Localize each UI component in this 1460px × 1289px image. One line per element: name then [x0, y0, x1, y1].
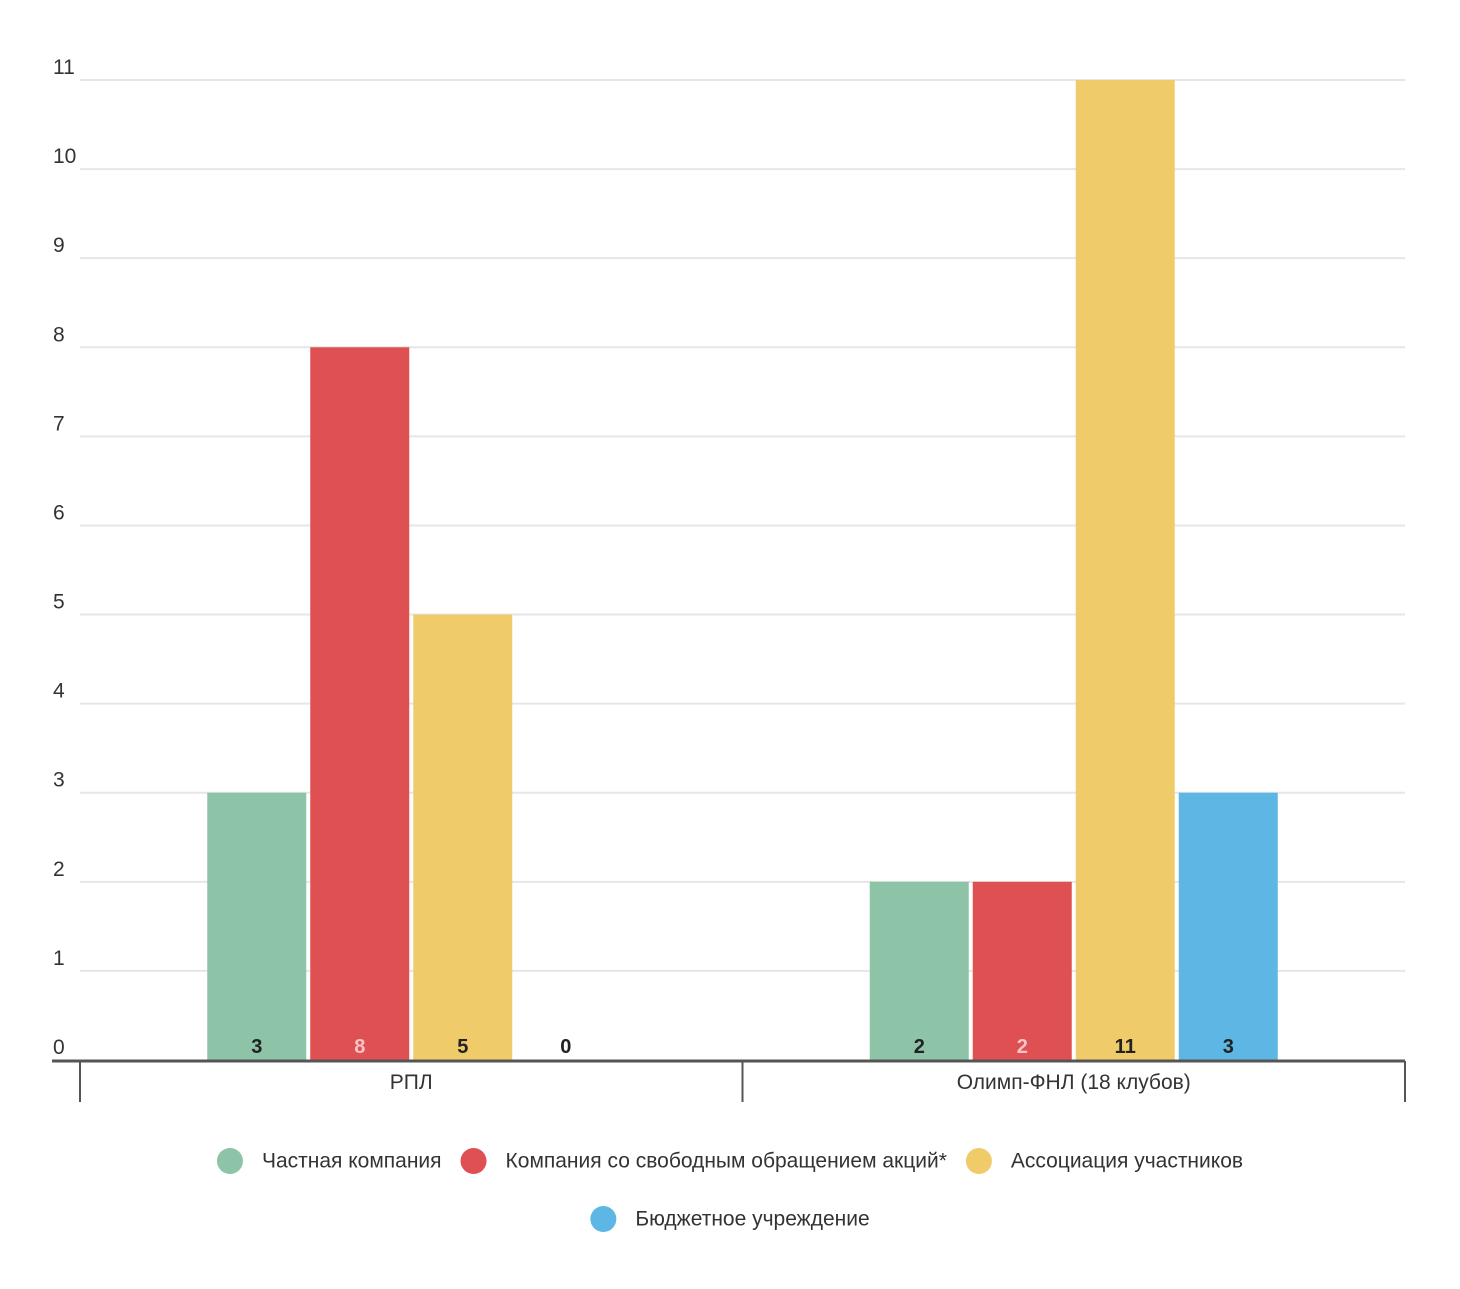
legend-swatch [216, 1148, 243, 1174]
bar [310, 347, 410, 1061]
bar [207, 792, 307, 1060]
legend-label: Частная компания [262, 1150, 442, 1173]
x-axis: РПЛ Олимп-ФНЛ (18 клубов) [52, 1059, 1406, 1102]
x-category-label: РПЛ [390, 1071, 433, 1094]
bar [413, 614, 513, 1060]
legend-item: Бюджетное учреждение [590, 1206, 870, 1232]
y-tick-label: 0 [53, 1036, 65, 1059]
y-tick-label: 1 [53, 947, 65, 970]
bar [1075, 80, 1175, 1060]
y-tick-label: 8 [53, 323, 65, 346]
legend-label: Ассоциация участников [1011, 1150, 1243, 1173]
bars [207, 80, 1278, 1061]
y-tick-label: 9 [53, 234, 65, 257]
data-label: 11 [1115, 1036, 1136, 1058]
legend-item: Ассоциация участников [965, 1148, 1243, 1174]
legend-swatch [590, 1206, 617, 1232]
legend-item: Компания со свободным обращением акций* [460, 1148, 947, 1174]
bar [869, 881, 969, 1060]
data-labels: 3 8 5 0 2 2 11 3 [251, 1036, 1234, 1058]
y-tick-label: 4 [53, 680, 65, 703]
data-label: 3 [1223, 1036, 1234, 1058]
y-tick-label: 7 [53, 412, 65, 435]
y-tick-label: 5 [53, 591, 65, 614]
x-category-label: Олимп-ФНЛ (18 клубов) [957, 1071, 1191, 1094]
data-label: 0 [560, 1036, 571, 1058]
legend: Частная компания Компания со свободным об… [216, 1148, 1243, 1232]
data-label: 3 [251, 1036, 262, 1058]
y-tick-label: 2 [53, 858, 65, 881]
legend-label: Бюджетное учреждение [635, 1208, 869, 1231]
y-tick-label: 6 [53, 501, 65, 524]
data-label: 8 [354, 1036, 365, 1058]
legend-item: Частная компания [216, 1148, 442, 1174]
bar [972, 881, 1072, 1060]
data-label: 5 [457, 1036, 468, 1058]
legend-swatch [460, 1148, 487, 1174]
legend-label: Компания со свободным обращением акций* [506, 1150, 947, 1173]
y-tick-label: 11 [53, 56, 75, 79]
y-tick-label: 10 [53, 145, 76, 168]
legend-swatch [965, 1148, 992, 1174]
bar [1178, 792, 1278, 1060]
data-label: 2 [1017, 1036, 1028, 1058]
y-axis-ticks: 0 1 2 3 4 5 6 7 8 9 10 11 [53, 56, 76, 1059]
data-label: 2 [914, 1036, 925, 1058]
y-tick-label: 3 [53, 769, 65, 792]
